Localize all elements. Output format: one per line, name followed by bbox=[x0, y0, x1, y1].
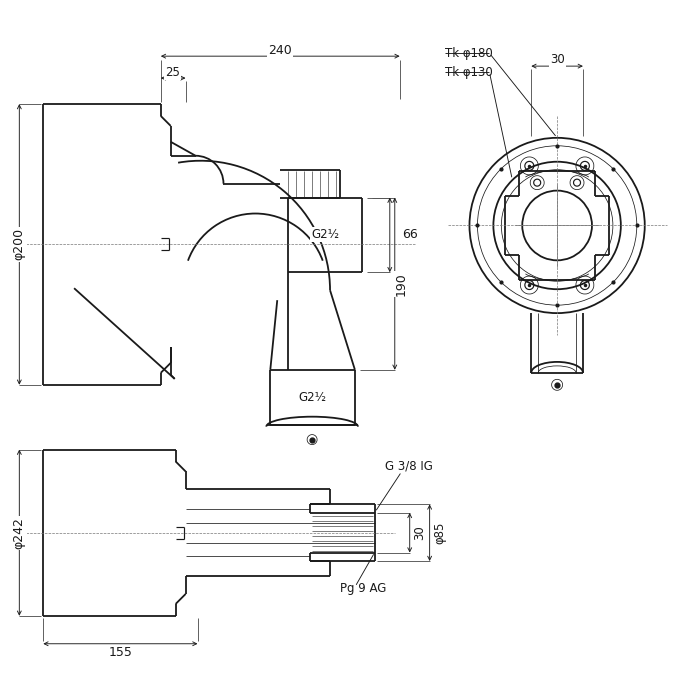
Text: G 3/8 IG: G 3/8 IG bbox=[385, 460, 432, 473]
Text: 30: 30 bbox=[413, 526, 426, 540]
Text: 190: 190 bbox=[394, 272, 407, 296]
Text: 30: 30 bbox=[550, 52, 565, 66]
Text: Tk φ180: Tk φ180 bbox=[445, 47, 492, 60]
Text: φ200: φ200 bbox=[13, 228, 26, 260]
Text: 25: 25 bbox=[165, 65, 180, 79]
Text: 155: 155 bbox=[108, 646, 132, 659]
Text: φ85: φ85 bbox=[433, 522, 446, 544]
Text: G2½: G2½ bbox=[311, 228, 339, 241]
Text: 240: 240 bbox=[268, 44, 292, 56]
Text: φ242: φ242 bbox=[13, 517, 26, 549]
Text: 66: 66 bbox=[402, 228, 417, 241]
Text: Tk φ130: Tk φ130 bbox=[445, 65, 492, 79]
Text: Pg 9 AG: Pg 9 AG bbox=[340, 583, 386, 596]
Text: G2½: G2½ bbox=[298, 391, 327, 404]
